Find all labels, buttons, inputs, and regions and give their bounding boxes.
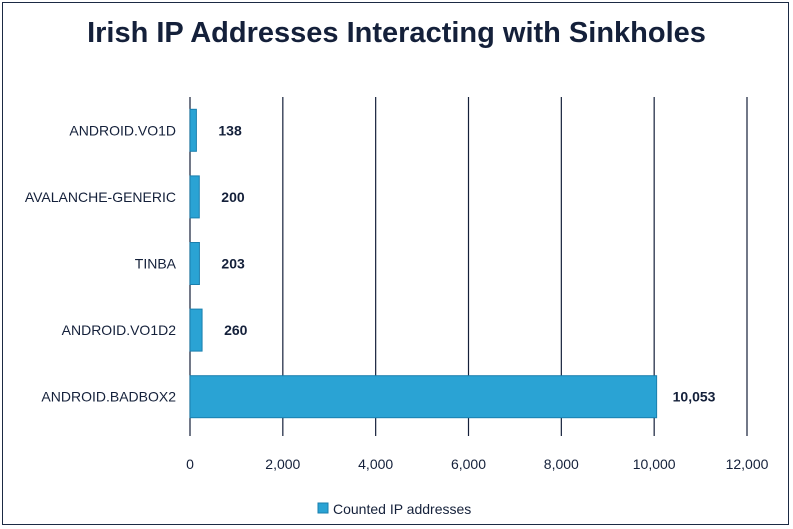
category-label-4: ANDROID.BADBOX2	[41, 389, 176, 405]
x-tick-label-6: 12,000	[726, 456, 769, 472]
bars	[189, 108, 658, 419]
bar-0	[189, 108, 197, 152]
data-label-3: 260	[224, 322, 248, 338]
category-label-3: ANDROID.VO1D2	[62, 322, 177, 338]
category-label-2: TINBA	[135, 256, 177, 272]
x-tick-label-2: 4,000	[358, 456, 393, 472]
x-tick-labels: 0 2,000 4,000 6,000 8,000 10,000 12,000	[186, 456, 769, 472]
x-tick-label-3: 6,000	[451, 456, 486, 472]
data-label-2: 203	[221, 256, 245, 272]
bar-1	[189, 175, 200, 219]
x-tick-label-1: 2,000	[265, 456, 300, 472]
legend: Counted IP addresses	[317, 501, 471, 517]
bar-2	[189, 242, 200, 285]
category-labels: ANDROID.VO1D AVALANCHE-GENERIC TINBA ANDROI…	[25, 122, 177, 404]
data-label-0: 138	[218, 122, 242, 138]
data-label-1: 200	[221, 189, 245, 205]
x-tick-label-0: 0	[186, 456, 194, 472]
data-label-4: 10,053	[673, 389, 716, 405]
legend-swatch	[317, 502, 329, 514]
data-labels: 138 200 203 260 10,053	[218, 122, 715, 404]
chart-title-text: Irish IP Addresses Interacting with Sink…	[87, 17, 706, 49]
chart-title: Irish IP Addresses Interacting with Sink…	[0, 16, 793, 50]
category-label-0: ANDROID.VO1D	[69, 122, 176, 138]
bar-4	[189, 375, 658, 419]
legend-label: Counted IP addresses	[333, 501, 471, 517]
x-tick-label-4: 8,000	[544, 456, 579, 472]
x-tick-label-5: 10,000	[633, 456, 676, 472]
category-label-1: AVALANCHE-GENERIC	[25, 189, 176, 205]
bar-3	[189, 308, 203, 352]
